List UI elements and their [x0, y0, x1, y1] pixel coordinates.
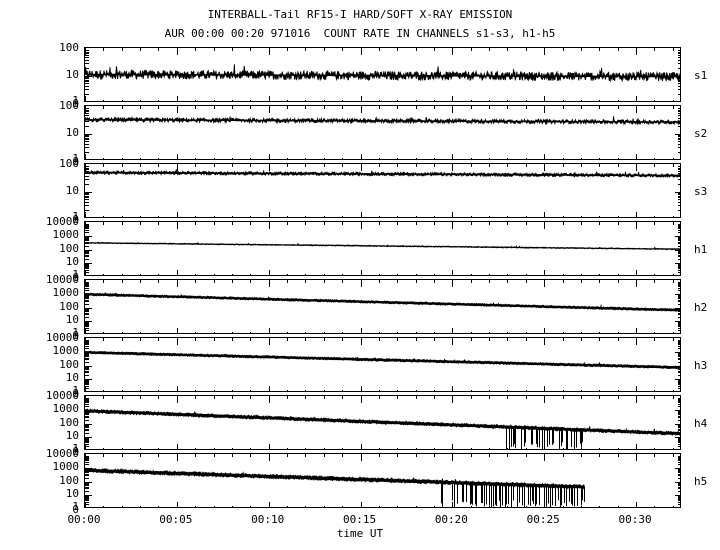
panel-h2: [84, 279, 681, 334]
ytick-label: 100: [59, 473, 79, 487]
ytick-label: 1: [72, 151, 79, 165]
ytick-label-zero: 0: [72, 155, 79, 168]
ytick-label: 1000: [52, 402, 80, 416]
ytick-label: 10: [65, 183, 79, 197]
ytick-label-zero: 0: [72, 387, 79, 400]
time-ticks: [85, 106, 674, 159]
ytick-label: 100: [59, 41, 79, 54]
ytick-label: 10000: [45, 273, 79, 286]
xtick-label: 00:05: [159, 513, 193, 526]
ytick-label: 100: [59, 415, 79, 429]
time-ticks: [85, 280, 674, 333]
ytick-label: 10: [65, 486, 79, 500]
ytick-label-zero: 0: [72, 97, 79, 110]
panel-h4: [84, 395, 681, 450]
ytick-label: 1: [72, 325, 79, 339]
chart-title: INTERBALL-Tail RF15-I HARD/SOFT X-RAY EM…: [207, 8, 513, 21]
log-minor-ticks: [85, 398, 680, 447]
ytick-label: 1: [72, 209, 79, 223]
panel-s2: [84, 105, 681, 160]
trace-band: [85, 292, 680, 312]
channel-label-h3: h3: [694, 358, 708, 372]
ytick-label: 100: [59, 99, 79, 112]
panel-h1: [84, 221, 681, 276]
ytick-label: 1000: [52, 460, 80, 474]
ytick-label: 1000: [52, 286, 80, 300]
dropout-spikes: [506, 427, 583, 449]
ytick-label: 10: [65, 312, 79, 326]
ytick-label: 10: [65, 125, 79, 139]
channel-label-h4: h4: [694, 416, 708, 430]
time-ticks: [85, 222, 674, 275]
xtick-label: 00:15: [342, 513, 377, 526]
ytick-label-zero: 0: [72, 213, 79, 226]
xtick-label: 00:00: [67, 513, 101, 526]
panel-s1: [84, 47, 681, 102]
ytick-label: 10000: [45, 389, 79, 402]
ytick-label: 100: [59, 157, 79, 170]
time-ticks: [85, 48, 674, 101]
chart-subtitle: AUR 00:00 00:20 971016 COUNT RATE IN CHA…: [164, 27, 556, 40]
ytick-label-zero: 0: [72, 271, 79, 284]
panel-h5: [84, 453, 681, 508]
channel-label-s3: s3: [694, 184, 708, 198]
time-ticks: [85, 396, 674, 449]
time-ticks: [85, 164, 674, 217]
xtick-label: 00:20: [434, 513, 468, 526]
ytick-label: 10: [65, 254, 79, 268]
panel-s3: [84, 163, 681, 218]
xtick-label: 00:25: [526, 513, 560, 526]
time-ticks: [85, 338, 674, 391]
ytick-label-zero: 0: [72, 503, 79, 516]
log-minor-ticks: [85, 282, 680, 331]
ytick-label: 10000: [45, 215, 79, 228]
trace-band: [85, 116, 680, 126]
ytick-label-zero: 0: [72, 445, 79, 458]
channel-label-h5: h5: [694, 474, 708, 488]
trace-band: [85, 241, 680, 251]
log-minor-ticks: [85, 166, 680, 211]
ytick-label: 10000: [45, 447, 79, 460]
trace-band: [85, 408, 680, 436]
ytick-label: 1: [72, 93, 79, 107]
channel-label-s1: s1: [694, 68, 708, 82]
dropout-spikes: [441, 482, 585, 507]
ytick-label: 1000: [52, 344, 80, 358]
xtick-label: 00:30: [618, 513, 652, 526]
log-minor-ticks: [85, 456, 680, 505]
ytick-label: 10: [65, 428, 79, 442]
panel-h3: [84, 337, 681, 392]
trace-band: [85, 64, 680, 83]
channel-label-h1: h1: [694, 242, 708, 256]
ytick-label: 1: [72, 383, 79, 397]
channel-label-h2: h2: [694, 300, 708, 314]
ytick-label: 100: [59, 357, 79, 371]
log-minor-ticks: [85, 50, 680, 95]
ytick-label: 1000: [52, 228, 80, 242]
ytick-label: 10: [65, 370, 79, 384]
ytick-label: 10: [65, 67, 79, 81]
log-minor-ticks: [85, 340, 680, 389]
ytick-label: 1: [72, 499, 79, 513]
x-axis-title: time UT: [336, 527, 384, 540]
ytick-label: 100: [59, 241, 79, 255]
ytick-label: 10000: [45, 331, 79, 344]
log-minor-ticks: [85, 224, 680, 273]
ytick-label: 1: [72, 267, 79, 281]
ytick-label: 1: [72, 441, 79, 455]
trace-band: [85, 467, 585, 490]
ytick-label-zero: 0: [72, 329, 79, 342]
xtick-label: 00:10: [251, 513, 285, 526]
channel-label-s2: s2: [694, 126, 708, 140]
ytick-label: 100: [59, 299, 79, 313]
trace-band: [85, 350, 680, 370]
log-minor-ticks: [85, 108, 680, 153]
trace-band: [85, 168, 680, 179]
